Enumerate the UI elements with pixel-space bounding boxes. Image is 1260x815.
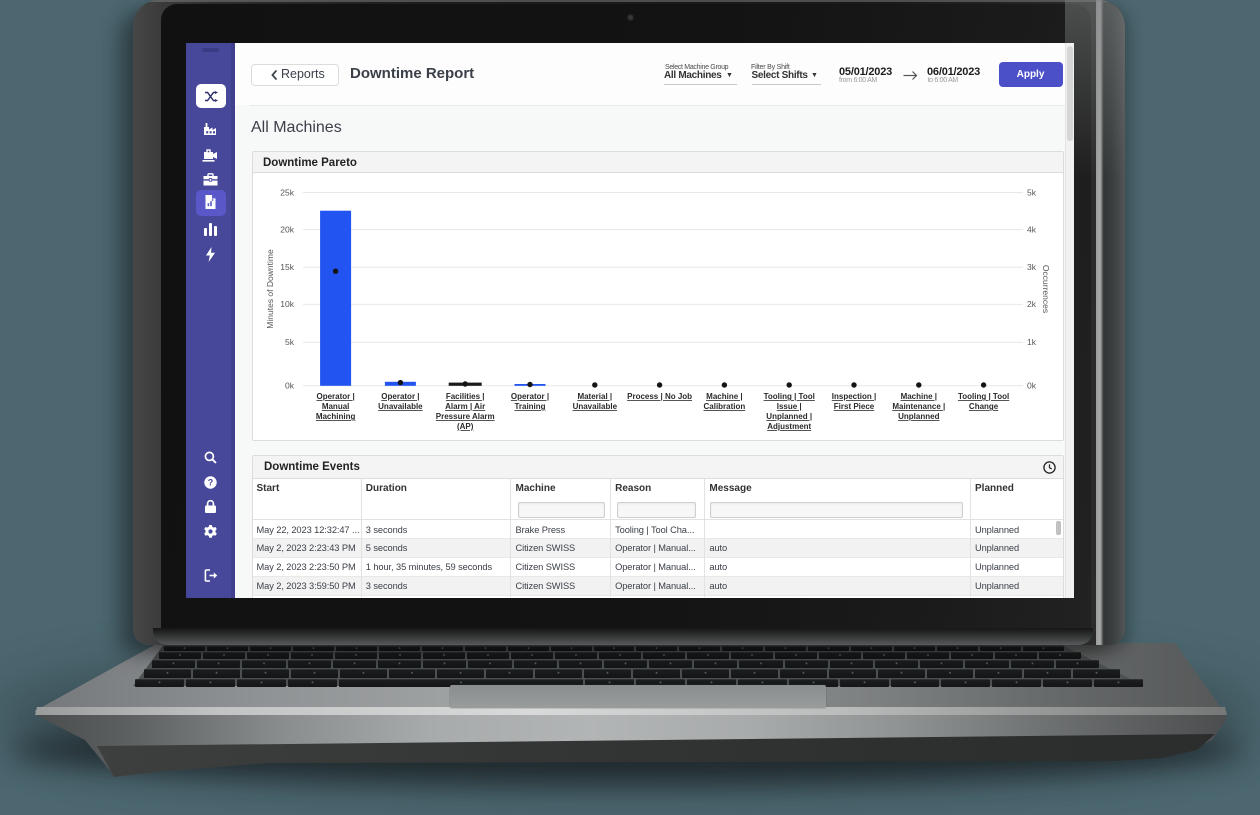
svg-text:Manual: Manual <box>322 402 350 411</box>
svg-text:15k: 15k <box>280 262 294 272</box>
svg-text:Machine |: Machine | <box>901 392 937 401</box>
svg-text:Calibration: Calibration <box>704 402 746 411</box>
svg-text:10k: 10k <box>280 299 294 309</box>
svg-text:5k: 5k <box>285 337 295 347</box>
svg-text:First Piece: First Piece <box>834 402 875 411</box>
svg-text:Unplanned |: Unplanned | <box>766 412 812 421</box>
svg-text:Process | No Job: Process | No Job <box>627 392 692 401</box>
svg-text:Operator |: Operator | <box>511 392 549 401</box>
svg-text:Inspection |: Inspection | <box>832 392 876 401</box>
svg-text:20k: 20k <box>280 224 294 234</box>
svg-text:Minutes of Downtime: Minutes of Downtime <box>265 249 275 329</box>
svg-text:Unavailable: Unavailable <box>573 402 618 411</box>
svg-text:Issue |: Issue | <box>777 402 802 411</box>
svg-text:Operator |: Operator | <box>316 392 354 401</box>
svg-text:Occurrences: Occurrences <box>1041 265 1051 313</box>
svg-text:1k: 1k <box>1027 337 1037 347</box>
svg-text:3k: 3k <box>1027 262 1037 272</box>
svg-text:2k: 2k <box>1027 299 1037 309</box>
svg-text:5k: 5k <box>1027 187 1037 197</box>
svg-text:Machining: Machining <box>316 412 356 421</box>
svg-text:Tooling | Tool: Tooling | Tool <box>764 392 815 401</box>
svg-text:25k: 25k <box>280 187 294 197</box>
svg-text:Tooling | Tool: Tooling | Tool <box>958 392 1009 401</box>
svg-text:(AP): (AP) <box>457 422 474 431</box>
svg-text:Adjustment: Adjustment <box>767 422 811 431</box>
svg-text:Pressure Alarm: Pressure Alarm <box>436 412 495 421</box>
svg-text:?: ? <box>208 478 214 488</box>
svg-text:4k: 4k <box>1027 224 1037 234</box>
svg-text:Unplanned: Unplanned <box>898 412 939 421</box>
svg-text:0k: 0k <box>1027 381 1037 391</box>
svg-text:Unavailable: Unavailable <box>378 402 423 411</box>
svg-text:Facilities |: Facilities | <box>446 392 485 401</box>
svg-text:Material |: Material | <box>577 392 612 401</box>
svg-text:Alarm | Air: Alarm | Air <box>445 402 485 411</box>
svg-text:Maintenance |: Maintenance | <box>892 402 945 411</box>
svg-text:Operator |: Operator | <box>381 392 419 401</box>
svg-text:Change: Change <box>969 402 999 411</box>
svg-text:Machine |: Machine | <box>706 392 742 401</box>
svg-text:0k: 0k <box>285 381 295 391</box>
svg-text:Training: Training <box>514 402 545 411</box>
